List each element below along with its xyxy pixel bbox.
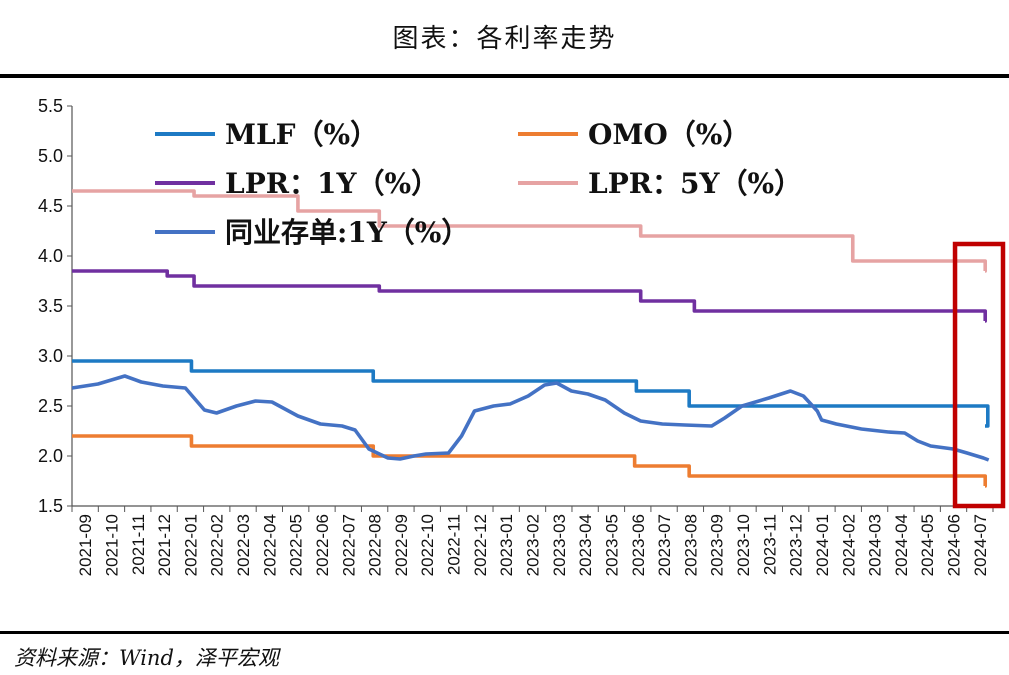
x-tick-label: 2022-12 xyxy=(471,514,490,576)
x-tick-label: 2022-03 xyxy=(234,514,253,576)
x-tick-label: 2023-06 xyxy=(629,514,648,576)
y-tick-label: 5.5 xyxy=(38,96,63,116)
x-tick-label: 2021-12 xyxy=(155,514,174,576)
y-tick-label: 2.0 xyxy=(38,446,63,466)
legend: MLF（%） OMO（%） LPR：1Y（%） LPR：5Y（%） 同业存单:1Y（%） xyxy=(155,118,802,249)
series-line xyxy=(71,374,990,462)
x-tick-label: 2022-08 xyxy=(366,514,385,576)
x-tick-label: 2024-01 xyxy=(813,514,832,576)
bottom-rule xyxy=(0,631,1009,634)
x-tick-label: 2023-11 xyxy=(760,514,779,575)
series-line xyxy=(72,434,988,488)
x-tick-label: 2022-04 xyxy=(260,514,279,576)
annotation-group xyxy=(952,241,1006,509)
x-tick-label: 2024-04 xyxy=(892,514,911,576)
x-tick-label: 2023-01 xyxy=(497,514,516,576)
x-tick-label: 2022-11 xyxy=(445,514,464,575)
y-tick-label: 1.5 xyxy=(38,496,63,516)
series-group xyxy=(71,189,990,488)
axes-group: 1.5 2.0 2.5 3.0 3.5 4.0 4.5 5.0 5.5 2021-09 2021-1… xyxy=(38,96,994,576)
x-tick-label: 2023-07 xyxy=(655,514,674,576)
x-tick-label: 2023-04 xyxy=(576,514,595,576)
x-tick-label: 2024-03 xyxy=(866,514,885,576)
x-tick-label: 2023-02 xyxy=(524,514,543,576)
series-line xyxy=(72,189,988,273)
chart-title: 图表：各利率走势 xyxy=(392,24,617,54)
x-tick-label: 2023-05 xyxy=(602,514,621,576)
x-tick-label: 2022-07 xyxy=(339,514,358,576)
legend-label: LPR：5Y（%） xyxy=(588,167,802,200)
x-tick-label: 2023-09 xyxy=(708,514,727,576)
x-tick-label: 2024-07 xyxy=(971,514,990,576)
y-tick-label: 4.5 xyxy=(38,196,63,216)
y-tick-label: 2.5 xyxy=(38,396,63,416)
legend-label: 同业存单:1Y（%） xyxy=(225,216,469,249)
x-tick-label: 2023-10 xyxy=(734,514,753,576)
x-tick-label: 2022-09 xyxy=(392,514,411,576)
series-line xyxy=(72,269,988,323)
highlight-box xyxy=(952,241,1006,509)
x-tick-label: 2023-08 xyxy=(681,514,700,576)
x-tick-label: 2024-06 xyxy=(945,514,964,576)
top-rule xyxy=(0,74,1009,78)
x-tick-label: 2022-02 xyxy=(208,514,227,576)
x-tick-label: 2022-05 xyxy=(287,514,306,576)
x-tick-label: 2021-11 xyxy=(129,514,148,575)
x-tick-label: 2022-06 xyxy=(313,514,332,576)
x-tick-label: 2021-09 xyxy=(76,514,95,576)
x-tick-label: 2023-12 xyxy=(787,514,806,576)
x-tick-label: 2023-03 xyxy=(550,514,569,576)
y-tick-label: 3.5 xyxy=(38,296,63,316)
x-tick-label: 2021-10 xyxy=(102,514,121,576)
legend-label: OMO（%） xyxy=(588,118,750,151)
legend-label: LPR：1Y（%） xyxy=(225,167,439,200)
source-note: 资料来源：Wind，泽平宏观 xyxy=(14,646,279,670)
x-tick-label: 2022-01 xyxy=(181,514,200,576)
y-tick-label: 3.0 xyxy=(38,346,63,366)
y-tick-label: 4.0 xyxy=(38,246,63,266)
series-line xyxy=(72,359,990,428)
x-tick-label: 2024-02 xyxy=(839,514,858,576)
x-tick-label: 2022-10 xyxy=(418,514,437,576)
x-tick-label: 2024-05 xyxy=(918,514,937,576)
y-tick-label: 5.0 xyxy=(38,146,63,166)
legend-label: MLF（%） xyxy=(225,118,378,151)
rate-trend-chart: 1.5 2.0 2.5 3.0 3.5 4.0 4.5 5.0 5.5 2021-09 2021-1… xyxy=(38,96,1006,576)
